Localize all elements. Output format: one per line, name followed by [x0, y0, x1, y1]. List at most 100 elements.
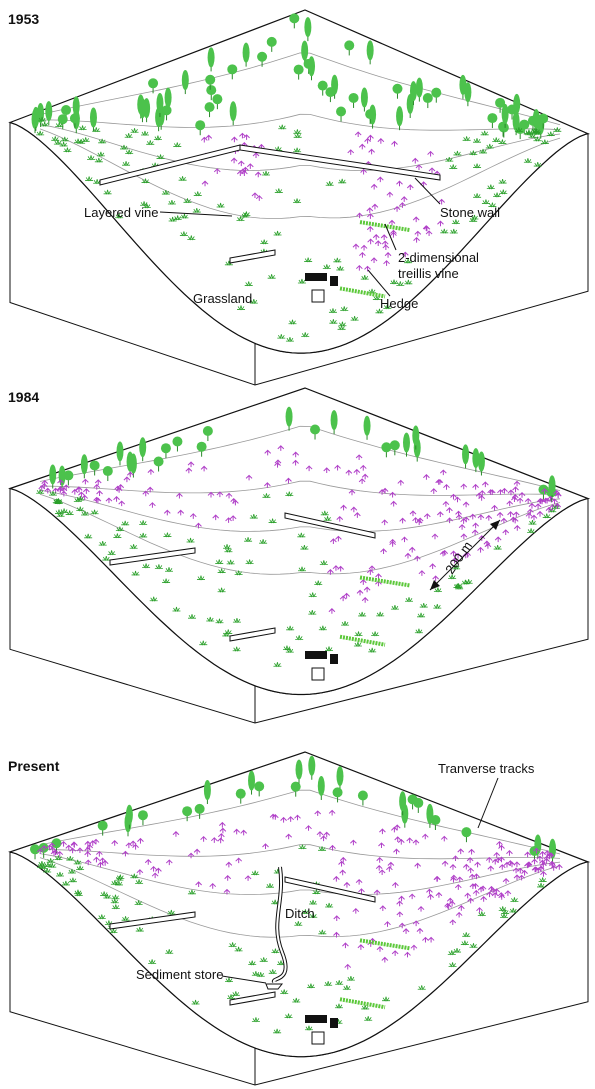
- tree: [196, 441, 207, 452]
- vine: [150, 865, 157, 872]
- tree: [332, 787, 343, 798]
- grass: [193, 191, 202, 197]
- vine: [262, 843, 269, 849]
- leader: [414, 177, 441, 205]
- vine: [96, 490, 103, 496]
- vine: [333, 915, 341, 921]
- grass: [149, 596, 158, 602]
- grass: [165, 567, 174, 573]
- grass: [469, 943, 478, 949]
- vine: [358, 478, 366, 484]
- vine: [540, 871, 547, 877]
- grass: [528, 520, 537, 526]
- vine: [384, 921, 391, 927]
- hedge: [339, 634, 386, 647]
- grass: [286, 625, 295, 631]
- vine: [512, 511, 520, 518]
- grass: [216, 202, 225, 208]
- tree: [538, 113, 549, 124]
- vine: [217, 833, 225, 839]
- label: Tranverse tracks: [438, 761, 535, 776]
- vine: [406, 184, 414, 190]
- grass: [265, 883, 274, 889]
- grass: [448, 574, 457, 580]
- vine: [489, 887, 497, 894]
- grass: [60, 508, 69, 514]
- vine: [200, 136, 208, 143]
- grass: [448, 962, 457, 968]
- vine: [491, 858, 499, 865]
- tree: [248, 770, 256, 791]
- grass: [48, 491, 57, 497]
- tree: [317, 80, 328, 91]
- grass: [493, 544, 502, 551]
- grass: [40, 121, 49, 127]
- vine: [498, 844, 505, 851]
- grass: [501, 909, 510, 915]
- building: [311, 1031, 325, 1045]
- vine: [508, 861, 516, 868]
- vine: [387, 861, 395, 868]
- grass: [183, 198, 192, 204]
- vine: [355, 878, 363, 885]
- grass: [324, 981, 333, 987]
- tree: [459, 74, 467, 95]
- grass: [293, 147, 302, 153]
- tree: [301, 40, 309, 61]
- vine: [409, 510, 417, 517]
- grass: [390, 605, 399, 611]
- vine: [366, 207, 374, 213]
- vine: [491, 504, 498, 511]
- grass: [178, 176, 187, 182]
- vine: [187, 852, 195, 859]
- vine: [71, 488, 79, 495]
- vine: [543, 850, 551, 856]
- contour: [39, 857, 561, 938]
- vine: [323, 467, 331, 473]
- tree: [148, 78, 159, 89]
- grass: [140, 130, 149, 136]
- grass: [271, 948, 280, 954]
- vine: [536, 510, 544, 517]
- scale-arrow: [429, 519, 501, 591]
- vine: [513, 480, 521, 487]
- vine: [484, 543, 492, 549]
- tree: [389, 440, 400, 451]
- vine: [438, 198, 445, 205]
- vine: [487, 865, 495, 872]
- grass: [251, 971, 260, 977]
- grass: [188, 614, 197, 620]
- vine: [223, 888, 231, 895]
- vine: [468, 873, 476, 880]
- vine: [413, 236, 420, 243]
- grass: [453, 583, 462, 589]
- grass: [304, 1025, 313, 1031]
- contour: [39, 124, 561, 172]
- grass: [358, 611, 367, 617]
- vine: [118, 500, 126, 507]
- grass: [244, 537, 253, 543]
- grass: [477, 911, 486, 917]
- grass: [130, 128, 139, 134]
- vine: [456, 876, 464, 883]
- vine: [136, 869, 144, 875]
- vine: [330, 538, 337, 544]
- grass: [141, 178, 150, 184]
- grass: [546, 131, 555, 137]
- vine: [342, 942, 349, 949]
- tree: [501, 103, 509, 124]
- vine: [285, 833, 293, 840]
- vine: [427, 936, 435, 943]
- vine: [402, 928, 410, 934]
- grass: [199, 640, 208, 646]
- grass: [232, 646, 241, 652]
- vine: [56, 487, 64, 494]
- grass: [224, 547, 233, 553]
- vine: [485, 514, 493, 521]
- grass: [460, 940, 469, 946]
- grass: [115, 526, 124, 532]
- vine: [334, 464, 341, 471]
- vine: [391, 826, 398, 833]
- vine: [451, 557, 458, 564]
- vine: [474, 861, 481, 868]
